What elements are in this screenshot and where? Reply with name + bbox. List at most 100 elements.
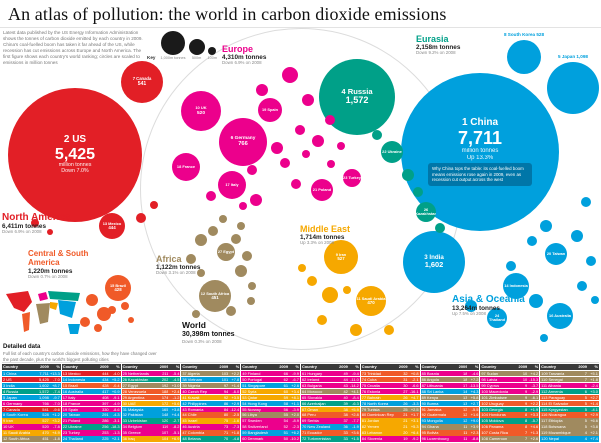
bubble-small <box>250 194 262 206</box>
table-cell-country: 55 Norway <box>242 406 261 412</box>
bubble-26-kazakhstan: 26 Kazakhstan <box>416 202 436 222</box>
table-cell-change: -11.0 <box>350 376 359 382</box>
table-row-lithuania: 87 Lithuania 17 -13.5 <box>420 382 480 388</box>
table-row-morocco: 64 Morocco 42 +4.1 <box>300 388 360 394</box>
table-cell-country: 43 Romania <box>182 406 204 412</box>
bubble-small <box>80 317 90 327</box>
table-cell-value: 38 <box>343 406 348 412</box>
table-row-north-korea: 78 North Korea 26 -3.3 <box>360 400 420 406</box>
bubble-small <box>343 286 351 294</box>
table-cell-country: 90 Burma <box>421 400 439 406</box>
bubble-text-line: 20 Taiwan <box>546 250 566 256</box>
table-cell-value: 33 <box>343 430 348 436</box>
table-cell-value: 5 <box>584 418 587 424</box>
bubble-text-line: 1,602 <box>424 260 444 270</box>
bubble-22-ukraine: 22 Ukraine <box>381 141 403 163</box>
table-cell-change: +6.9 <box>171 436 180 442</box>
table-cell-country: 115 Kyrgyzstan <box>541 406 568 412</box>
region-label-eurasia: Eurasia 2,158m tonnes Down 9.2% on 2008 <box>416 34 496 56</box>
bubble-small <box>465 300 477 312</box>
bubble-text-line: 6 Germany <box>230 136 256 142</box>
table-cell-change: -13.5 <box>469 382 479 388</box>
bubble-text-line: 527 <box>337 255 345 261</box>
table-cell-value: 119 <box>162 424 169 430</box>
bubble-text-line: 520 <box>196 110 205 116</box>
table-cell-country: 80 Dominican Rep <box>361 412 394 418</box>
table-cell-country: 58 Switzerland <box>242 424 268 430</box>
table-cell-value: 174 <box>161 394 169 400</box>
china-annotation: Why China tops the table: its coal-fuell… <box>428 163 532 186</box>
table-cell-country: 17 Italy <box>62 394 76 400</box>
table-header-cell: 2009 <box>458 364 468 369</box>
table-row-australia: 16 Australia 417 +0.9 <box>61 388 121 394</box>
bubble-text-line: million tonnes <box>58 162 92 169</box>
bubble-small <box>312 135 324 147</box>
table-cell-change: -2.9 <box>531 388 539 394</box>
bubble-small <box>128 317 134 323</box>
table-row-india: 3 India 1,602 +8.7 <box>2 382 61 388</box>
bubble-small <box>280 158 290 168</box>
table-cell-value: 38 <box>343 412 348 418</box>
table-header-row: Country 2009% <box>2 364 61 370</box>
bubble-5-japan <box>547 62 599 114</box>
table-cell-change: -9.4 <box>352 370 359 376</box>
table-cell-country: 71 Ecuador <box>301 430 322 436</box>
bubble-small <box>402 169 414 181</box>
bubble-27-egypt: 27 Egypt <box>217 243 235 261</box>
table-header-row: Country 2009% <box>181 364 241 370</box>
table-cell-change: -14.2 <box>349 382 359 388</box>
table-cell-value: 18 <box>463 370 468 376</box>
table-row-nigeria: 39 Nigeria 97 +1.4 <box>181 382 241 388</box>
map-region-south-america <box>22 312 30 332</box>
table-cell-country: 35 Greece <box>122 430 141 436</box>
table-row-switzerland: 58 Switzerland 52 -2.3 <box>241 424 300 430</box>
table-cell-country: 102 Uruguay <box>481 400 504 406</box>
table-row-pakistan: 32 Pakistan 148 +4.4 <box>121 412 181 418</box>
table-header-cell: % <box>415 364 419 369</box>
table-cell-value: 10 <box>522 370 528 376</box>
table-cell-country: 6 Germany <box>3 400 23 406</box>
table-row-hong-kong: 54 Hong Kong 58 +1.1 <box>241 400 300 406</box>
bubble-small <box>350 324 362 336</box>
bubble-text-line: 766 <box>238 141 248 148</box>
region-change: Down 0.7% on 2008 <box>28 274 68 280</box>
detailed-data-title: Detailed data <box>3 344 41 350</box>
table-row-ethiopia: 117 Ethiopia 5 +6.6 <box>540 418 599 424</box>
table-cell-country: 85 Bosnia <box>421 370 439 376</box>
table-cell-change: -4.9 <box>112 400 120 406</box>
table-header-cell: Country <box>361 364 377 369</box>
table-cell-change: -4.8 <box>232 436 240 442</box>
region-change: Up 7.5% on 2008 <box>452 311 486 317</box>
table-row-venezuela: 28 Venezuela 188 +2.4 <box>121 388 181 394</box>
table-cell-value: 55 <box>283 412 288 418</box>
table-row-iran: 9 Iran 527 +3.2 <box>2 418 61 424</box>
table-cell-change: -12.4 <box>230 406 240 412</box>
world-label-total: 30,398m tonnes <box>182 330 235 338</box>
bubble-small <box>337 142 345 150</box>
table-cell-change: -6.7 <box>292 376 299 382</box>
table-cell-change: +3.5 <box>231 394 240 400</box>
table-cell-change: -2.7 <box>172 418 180 424</box>
table-cell-change: +7.2 <box>470 376 479 382</box>
table-row-bangladesh: 59 Bangladesh 51 +6.2 <box>241 430 300 436</box>
map-region-middle-east <box>50 302 58 310</box>
bubble-20-taiwan: 20 Taiwan <box>545 243 567 265</box>
bubble-small <box>435 223 445 233</box>
table-cell-country: 75 Croatia <box>361 382 380 388</box>
table-cell-change: -7.7 <box>352 418 359 424</box>
table-cell-country: 67 Oman <box>301 406 318 412</box>
table-cell-value: 766 <box>42 400 49 406</box>
table-cell-change: +0.8 <box>410 370 419 376</box>
table-row-el-salvador: 114 El Salvador 5 +1.4 <box>540 400 599 406</box>
bubble-small <box>298 264 306 272</box>
table-row-taiwan: 20 Taiwan 291 -4.3 <box>61 412 121 418</box>
table-cell-value: 8 <box>525 418 528 424</box>
table-row-luxembourg: 96 Luxembourg 11 -8.8 <box>420 436 480 442</box>
table-cell-value: 397 <box>102 400 109 406</box>
table-cell-value: 5,425 <box>39 376 49 382</box>
table-cell-change: -7.0 <box>53 400 60 406</box>
bubble-small <box>247 165 257 175</box>
bubble-small <box>237 222 245 230</box>
table-header-cell: % <box>474 364 479 369</box>
table-row-uruguay: 102 Uruguay 9 +2.2 <box>480 400 540 406</box>
